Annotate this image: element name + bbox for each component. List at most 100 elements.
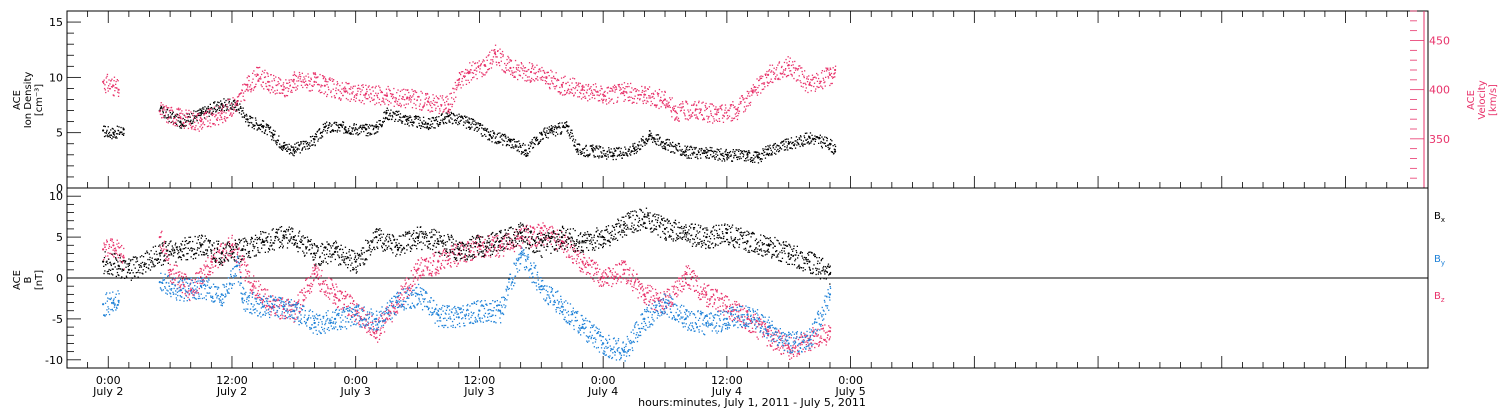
b-bz-jitter-dot bbox=[277, 299, 280, 301]
velocity-jitter-dot bbox=[319, 92, 322, 94]
ion-density-jitter-dot bbox=[800, 139, 802, 141]
ion-density-jitter-dot bbox=[597, 155, 599, 157]
ion-density-jitter-dot bbox=[635, 146, 637, 148]
b-bz-jitter-dot bbox=[318, 269, 320, 271]
ion-density-jitter-dot bbox=[184, 119, 186, 121]
velocity-jitter-dot bbox=[200, 117, 202, 119]
velocity-jitter-dot bbox=[164, 114, 166, 116]
velocity-jitter-dot bbox=[247, 89, 249, 91]
velocity-jitter-dot bbox=[217, 117, 219, 119]
velocity-jitter-dot bbox=[320, 84, 322, 86]
ion-density-jitter-dot bbox=[210, 107, 212, 109]
b-bz-jitter-dot bbox=[345, 297, 347, 299]
ion-density-jitter-dot bbox=[545, 134, 547, 137]
velocity-jitter-dot bbox=[639, 98, 641, 100]
velocity-jitter-dot bbox=[337, 82, 339, 85]
velocity-jitter-dot bbox=[410, 99, 412, 101]
ion-density-jitter-dot bbox=[658, 144, 660, 146]
velocity-jitter-dot bbox=[789, 70, 791, 72]
ion-density-jitter-dot bbox=[570, 129, 572, 131]
velocity-jitter-dot bbox=[353, 99, 355, 101]
ion-density-jitter-dot bbox=[214, 101, 216, 103]
velocity-jitter-dot bbox=[718, 118, 720, 120]
velocity-jitter-dot bbox=[324, 78, 327, 80]
ion-density-point bbox=[447, 115, 450, 118]
ion-density-jitter-dot bbox=[472, 118, 474, 120]
b-bz-jitter-dot bbox=[258, 296, 260, 298]
ion-density-jitter-dot bbox=[658, 138, 660, 140]
b-bz-jitter-dot bbox=[581, 249, 583, 252]
ion-density-jitter-dot bbox=[298, 145, 301, 147]
b-bz-jitter-dot bbox=[331, 292, 333, 294]
ion-density-jitter-dot bbox=[356, 129, 359, 131]
ion-density-jitter-dot bbox=[381, 124, 383, 126]
ion-density-jitter-dot bbox=[677, 150, 679, 152]
velocity-jitter-dot bbox=[717, 111, 720, 113]
ion-density-jitter-dot bbox=[521, 152, 523, 154]
b-bz-jitter-dot bbox=[510, 238, 513, 240]
velocity-jitter-dot bbox=[593, 89, 595, 91]
ion-density-jitter-dot bbox=[687, 149, 689, 151]
ion-density-jitter-dot bbox=[376, 121, 378, 123]
velocity-jitter-dot bbox=[414, 90, 416, 92]
velocity-jitter-dot bbox=[611, 89, 614, 91]
ion-density-jitter-dot bbox=[362, 126, 364, 129]
ion-density-jitter-dot bbox=[238, 112, 241, 114]
velocity-jitter-dot bbox=[115, 80, 117, 83]
ion-density-jitter-dot bbox=[618, 147, 620, 150]
b-bz-jitter-dot bbox=[294, 313, 296, 315]
ion-density-jitter-dot bbox=[693, 151, 695, 153]
velocity-jitter-dot bbox=[539, 68, 541, 70]
ion-density-jitter-dot bbox=[326, 129, 329, 132]
ion-density-jitter-dot bbox=[458, 121, 460, 123]
ion-density-jitter-dot bbox=[697, 158, 699, 160]
b-bz-jitter-dot bbox=[624, 260, 626, 262]
b-bz-jitter-dot bbox=[482, 245, 484, 247]
velocity-jitter-dot bbox=[269, 92, 271, 94]
ion-density-jitter-dot bbox=[427, 127, 429, 129]
velocity-jitter-dot bbox=[277, 84, 279, 86]
ion-density-jitter-dot bbox=[754, 161, 756, 163]
b-bz-jitter-dot bbox=[198, 287, 200, 290]
ion-density-jitter-dot bbox=[467, 119, 469, 121]
b-bz-jitter-dot bbox=[470, 250, 472, 252]
velocity-jitter-dot bbox=[674, 105, 677, 107]
ion-density-jitter-dot bbox=[519, 146, 521, 148]
velocity-jitter-dot bbox=[338, 89, 340, 91]
b-bz-jitter-dot bbox=[633, 286, 635, 288]
field-axis-label: ACE B [nT] bbox=[12, 270, 45, 290]
b-bz-jitter-dot bbox=[316, 271, 318, 273]
b-bz-jitter-dot bbox=[320, 290, 322, 293]
ion-density-jitter-dot bbox=[442, 121, 444, 124]
ion-density-jitter-dot bbox=[233, 99, 235, 102]
b-bz-jitter-dot bbox=[313, 279, 315, 281]
velocity-jitter-dot bbox=[486, 71, 488, 73]
ion-density-jitter-dot bbox=[448, 119, 450, 121]
ion-density-jitter-dot bbox=[466, 121, 468, 123]
velocity-jitter-dot bbox=[256, 67, 259, 69]
velocity-jitter-dot bbox=[599, 93, 602, 95]
ion-density-jitter-dot bbox=[116, 137, 118, 139]
velocity-point bbox=[267, 80, 270, 83]
b-bz-jitter-dot bbox=[505, 248, 507, 250]
ion-density-jitter-dot bbox=[494, 137, 496, 139]
velocity-jitter-dot bbox=[738, 103, 740, 105]
ion-density-jitter-dot bbox=[245, 113, 248, 116]
ion-density-jitter-dot bbox=[120, 131, 122, 134]
velocity-jitter-dot bbox=[303, 81, 305, 84]
velocity-jitter-dot bbox=[187, 117, 189, 119]
ion-density-jitter-dot bbox=[603, 153, 605, 155]
velocity-jitter-dot bbox=[724, 109, 726, 111]
b-bz-jitter-dot bbox=[542, 229, 544, 232]
b-bz-jitter-dot bbox=[535, 236, 538, 239]
velocity-jitter-dot bbox=[648, 95, 650, 97]
velocity-jitter-dot bbox=[424, 98, 426, 100]
ion-density-jitter-dot bbox=[599, 146, 602, 148]
b-bz-jitter-dot bbox=[404, 285, 406, 287]
ion-density-jitter-dot bbox=[476, 126, 479, 129]
velocity-point bbox=[292, 78, 295, 81]
ion-density-jitter-dot bbox=[383, 120, 385, 122]
velocity-jitter-dot bbox=[382, 100, 384, 102]
ion-density-jitter-dot bbox=[807, 141, 809, 143]
ion-density-jitter-dot bbox=[324, 130, 327, 132]
